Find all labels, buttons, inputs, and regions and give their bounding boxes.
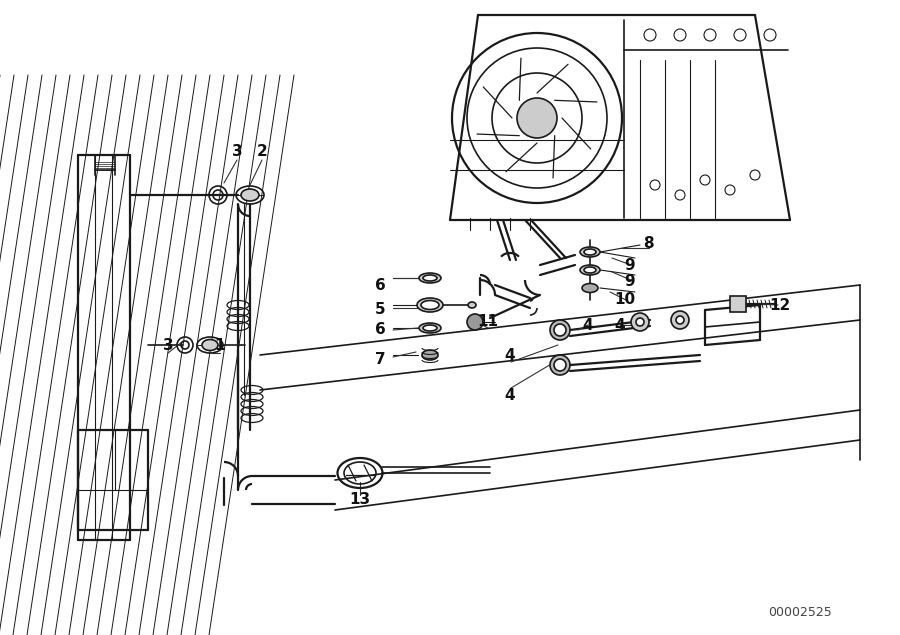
Text: 11: 11 [478, 314, 499, 330]
Ellipse shape [419, 273, 441, 283]
Circle shape [467, 314, 483, 330]
Text: 00002525: 00002525 [768, 606, 832, 618]
Text: 4: 4 [615, 318, 626, 333]
Circle shape [676, 316, 684, 324]
Text: 5: 5 [374, 302, 385, 318]
Ellipse shape [580, 265, 600, 275]
Text: 6: 6 [374, 277, 385, 293]
Ellipse shape [419, 323, 441, 333]
Ellipse shape [584, 249, 596, 255]
Text: 7: 7 [374, 352, 385, 368]
Circle shape [554, 359, 566, 371]
Ellipse shape [417, 298, 443, 312]
Ellipse shape [202, 340, 218, 351]
Ellipse shape [584, 267, 596, 273]
Text: 9: 9 [625, 274, 635, 290]
Text: 3: 3 [231, 145, 242, 159]
Ellipse shape [580, 247, 600, 257]
Circle shape [671, 311, 689, 329]
Text: 10: 10 [615, 293, 635, 307]
Circle shape [631, 313, 649, 331]
Text: 13: 13 [349, 493, 371, 507]
Ellipse shape [423, 275, 437, 281]
Circle shape [550, 320, 570, 340]
Text: 3: 3 [163, 337, 174, 352]
Text: 2: 2 [256, 145, 267, 159]
Ellipse shape [422, 350, 438, 360]
Text: 12: 12 [770, 298, 790, 312]
Text: 8: 8 [643, 236, 653, 250]
Text: 4: 4 [505, 347, 516, 363]
Text: 6: 6 [374, 323, 385, 337]
Text: 4: 4 [582, 318, 593, 333]
Ellipse shape [241, 189, 259, 201]
Text: 4: 4 [505, 387, 516, 403]
Circle shape [554, 324, 566, 336]
Bar [730, 296, 746, 312]
Circle shape [517, 98, 557, 138]
Circle shape [550, 355, 570, 375]
Circle shape [636, 318, 644, 326]
Ellipse shape [423, 325, 437, 331]
Text: 1: 1 [215, 337, 225, 352]
Ellipse shape [582, 283, 598, 293]
Text: 9: 9 [625, 258, 635, 272]
Ellipse shape [468, 302, 476, 308]
Ellipse shape [421, 300, 439, 309]
